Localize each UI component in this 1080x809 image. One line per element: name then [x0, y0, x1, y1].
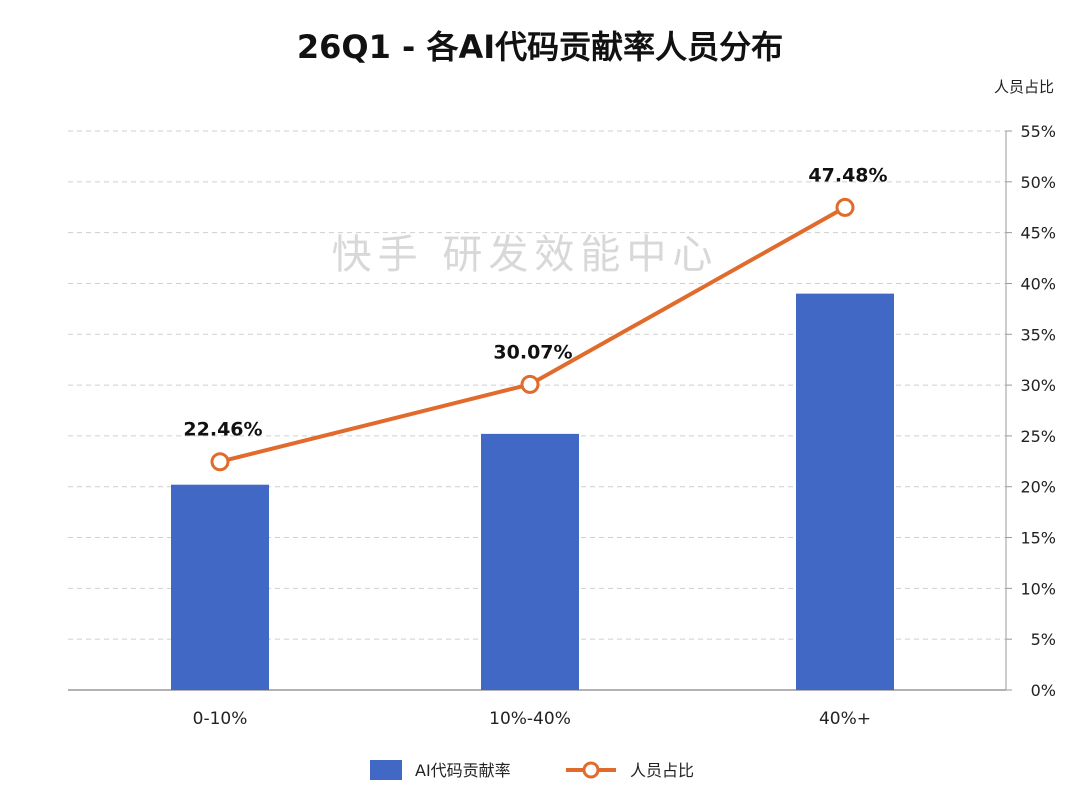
y-tick-label: 15%	[1020, 529, 1056, 548]
bar-series	[171, 293, 894, 690]
watermark: 快手 研发效能中心	[332, 232, 719, 278]
legend-label-line: 人员占比	[630, 761, 694, 780]
data-label: 22.46%	[183, 419, 262, 441]
x-tick-label: 40%+	[819, 709, 871, 729]
y-tick-label: 40%	[1020, 274, 1056, 293]
chart-title: 26Q1 - 各AI代码贡献率人员分布	[297, 28, 783, 66]
bar	[171, 484, 269, 690]
y-tick-label: 5%	[1031, 630, 1056, 649]
y-tick-label: 35%	[1020, 325, 1056, 344]
legend-swatch-bar	[370, 760, 402, 780]
y-tick-label: 55%	[1020, 122, 1056, 141]
legend-label-bar: AI代码贡献率	[415, 761, 511, 780]
y-tick-label: 25%	[1020, 427, 1056, 446]
line-point	[520, 374, 540, 394]
y-axis-label: 人员占比	[994, 78, 1054, 96]
x-tick-label: 0-10%	[193, 709, 248, 729]
y-tick-labels: 0% 5% 10% 15% 20% 25% 30% 35% 40% 45% 50% 55%	[1020, 122, 1056, 700]
data-label: 47.48%	[808, 164, 887, 186]
y-tick-label: 50%	[1020, 173, 1056, 192]
y-tick-label: 30%	[1020, 376, 1056, 395]
line-point	[835, 197, 855, 217]
line-series: 22.46% 30.07% 47.48%	[183, 164, 888, 472]
x-tick-label: 10%-40%	[489, 709, 571, 729]
legend: AI代码贡献率 人员占比	[370, 760, 694, 780]
y-tick-label: 10%	[1020, 579, 1056, 598]
x-tick-labels: 0-10% 10%-40% 40%+	[193, 709, 871, 729]
legend-swatch-marker	[582, 761, 600, 779]
bar	[796, 293, 894, 690]
bar	[481, 433, 579, 690]
y-tick-label: 45%	[1020, 224, 1056, 243]
line-point	[210, 452, 230, 472]
y-tick-label: 20%	[1020, 478, 1056, 497]
y-tick-label: 0%	[1031, 681, 1056, 700]
data-label: 30.07%	[493, 341, 572, 363]
